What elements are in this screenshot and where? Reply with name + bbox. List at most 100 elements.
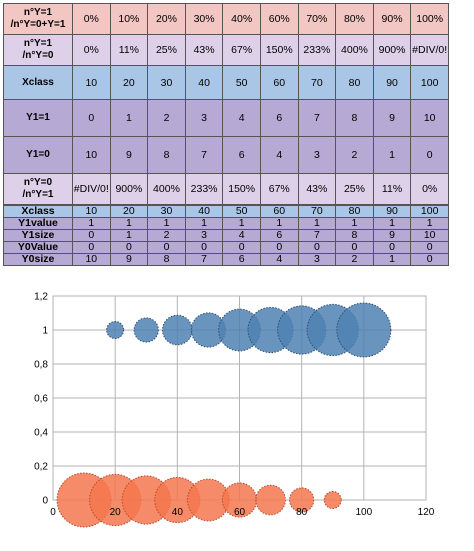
table-cell: 3 [184,229,224,242]
row-label: n°Y=1/n°Y=0 [3,34,73,66]
table-cell: 400% [147,173,186,205]
table-cell: 9 [372,229,412,242]
table-cell: 20 [109,65,149,100]
bubble-y0 [323,491,342,509]
ratio-table: n°Y=1/n°Y=0+Y=1 0% 10% 20% 30% 40% 60% 70% 80% 90… [3,3,449,236]
x-tick-label: 100 [355,507,372,518]
table-row: Y1size 0 1 2 3 4 6 7 8 9 10 [3,229,449,242]
table-cell: 6 [259,99,299,137]
table-cell: 11% [372,173,412,205]
table-cell: 20 [109,205,149,218]
x-tick-label: 20 [110,507,122,518]
table-cell: 10 [410,99,449,137]
table-cell: 7 [297,229,337,242]
table-cell: 0 [259,241,299,254]
table-cell: 1 [259,217,299,230]
table-cell: #DIV/0! [410,34,449,66]
table-cell: 6 [259,229,299,242]
table-cell: 7 [297,99,337,137]
table-row: Xclass 10 20 30 40 50 60 70 80 90 100 [3,65,449,100]
table-cell: 70% [297,3,337,35]
row-label: Y1=1 [3,99,73,137]
table-row: Y1=0 10 9 8 7 6 4 3 2 1 0 [3,136,449,174]
table-cell: 1 [147,217,186,230]
table-cell: 8 [147,253,186,266]
table-cell: 0 [72,241,111,254]
table-cell: 100 [410,205,449,218]
table-cell: 150% [259,34,299,66]
table-cell: 1 [372,217,412,230]
x-tick-label: 40 [172,507,184,518]
row-label: Y1size [3,229,73,242]
table-cell: 10 [72,136,111,174]
bubble-y0 [255,484,286,516]
y-tick-label: 1 [42,326,48,337]
table-cell: 1 [372,253,412,266]
table-cell: 70 [297,65,337,100]
table-cell: 1 [335,217,374,230]
table-cell: 80 [335,205,374,218]
y-tick-label: 0,6 [34,394,48,405]
row-label: Xclass [3,205,73,218]
table-cell: 0 [72,229,111,242]
table-cell: 90 [372,65,412,100]
table-cell: 1 [222,217,261,230]
bubble-y0 [289,487,315,513]
table-cell: 25% [147,34,186,66]
table-row: Xclass 10 20 30 40 50 60 70 80 90 100 [3,205,449,218]
table-cell: 3 [297,253,337,266]
table-row: Y1value 1 1 1 1 1 1 1 1 1 1 [3,217,449,230]
table-cell: 10 [72,205,111,218]
table-cell: 1 [410,217,449,230]
table-row: n°Y=1/n°Y=0+Y=1 0% 10% 20% 30% 40% 60% 70% 80% 90… [3,3,449,35]
table-cell: 90 [372,205,412,218]
table-cell: 1 [109,99,149,137]
table-cell: 0% [72,3,111,35]
table-cell: 70 [297,205,337,218]
table-cell: 2 [335,253,374,266]
table-cell: 50 [222,205,261,218]
row-label: Xclass [3,65,73,100]
table-cell: 0 [335,241,374,254]
bubble-y1 [162,314,193,346]
table-cell: 8 [335,229,374,242]
row-label: Y1value [3,217,73,230]
table-cell: 43% [297,173,337,205]
table-cell: 60% [259,3,299,35]
table-cell: 0 [147,241,186,254]
table-cell: 1 [297,217,337,230]
table-cell: 40% [222,3,261,35]
table-cell: 900% [372,34,412,66]
table-cell: 11% [109,34,149,66]
table-cell: 4 [222,99,261,137]
y-tick-label: 0,4 [34,428,48,439]
table-cell: 233% [184,173,224,205]
table-cell: 100% [410,3,449,35]
row-label: Y0Value [3,241,73,254]
table-cell: 10 [72,253,111,266]
table-row: Y1=1 0 1 2 3 4 6 7 8 9 10 [3,99,449,137]
table-cell: 8 [147,136,186,174]
table-cell: 4 [259,253,299,266]
table-cell: 10% [109,3,149,35]
table-cell: 80% [335,3,374,35]
table-cell: 40 [184,205,224,218]
table-cell: #DIV/0! [72,173,111,205]
table-cell: 6 [222,253,261,266]
table-cell: 400% [335,34,374,66]
table-cell: 67% [222,34,261,66]
row-label: Y1=0 [3,136,73,174]
table-cell: 0 [410,136,449,174]
table-cell: 0 [184,241,224,254]
table-cell: 4 [259,136,299,174]
y-tick-label: 0 [42,496,48,507]
table-cell: 3 [184,99,224,137]
table-cell: 1 [184,217,224,230]
bubble-chart: 0 20 40 60 80 100 120 0 0,2 0,4 0,6 0,8 1 1,2 [34,292,435,528]
table-cell: 1 [109,229,149,242]
bubble-y1 [106,321,125,339]
table-cell: 1 [72,217,111,230]
row-label: n°Y=1/n°Y=0+Y=1 [3,3,73,35]
table-cell: 60 [259,65,299,100]
y-tick-label: 0,8 [34,360,48,371]
